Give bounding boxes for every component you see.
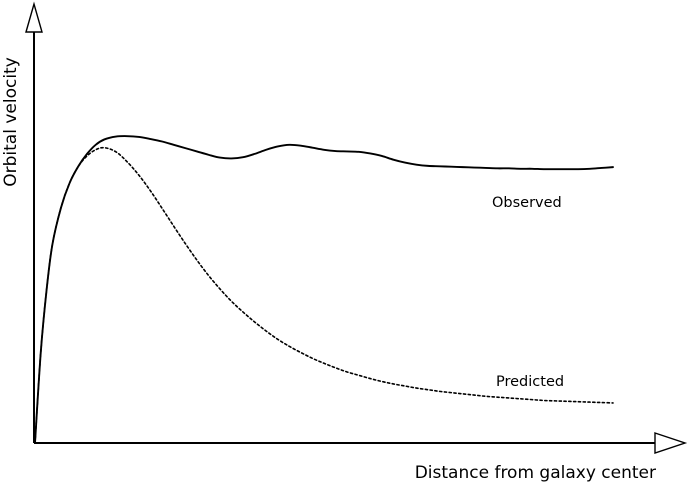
- x-axis-arrow-icon: [654, 432, 688, 454]
- series-layer: [34, 135, 614, 444]
- x-axis-label: Distance from galaxy center: [415, 463, 656, 483]
- series-label-observed: Observed: [492, 195, 562, 211]
- series-line-predicted: [34, 146, 614, 444]
- y-axis-label: Orbital velocity: [1, 57, 21, 187]
- series-label-predicted: Predicted: [496, 374, 564, 390]
- series-line-observed: [34, 135, 614, 444]
- y-axis-arrow-icon: [25, 1, 43, 33]
